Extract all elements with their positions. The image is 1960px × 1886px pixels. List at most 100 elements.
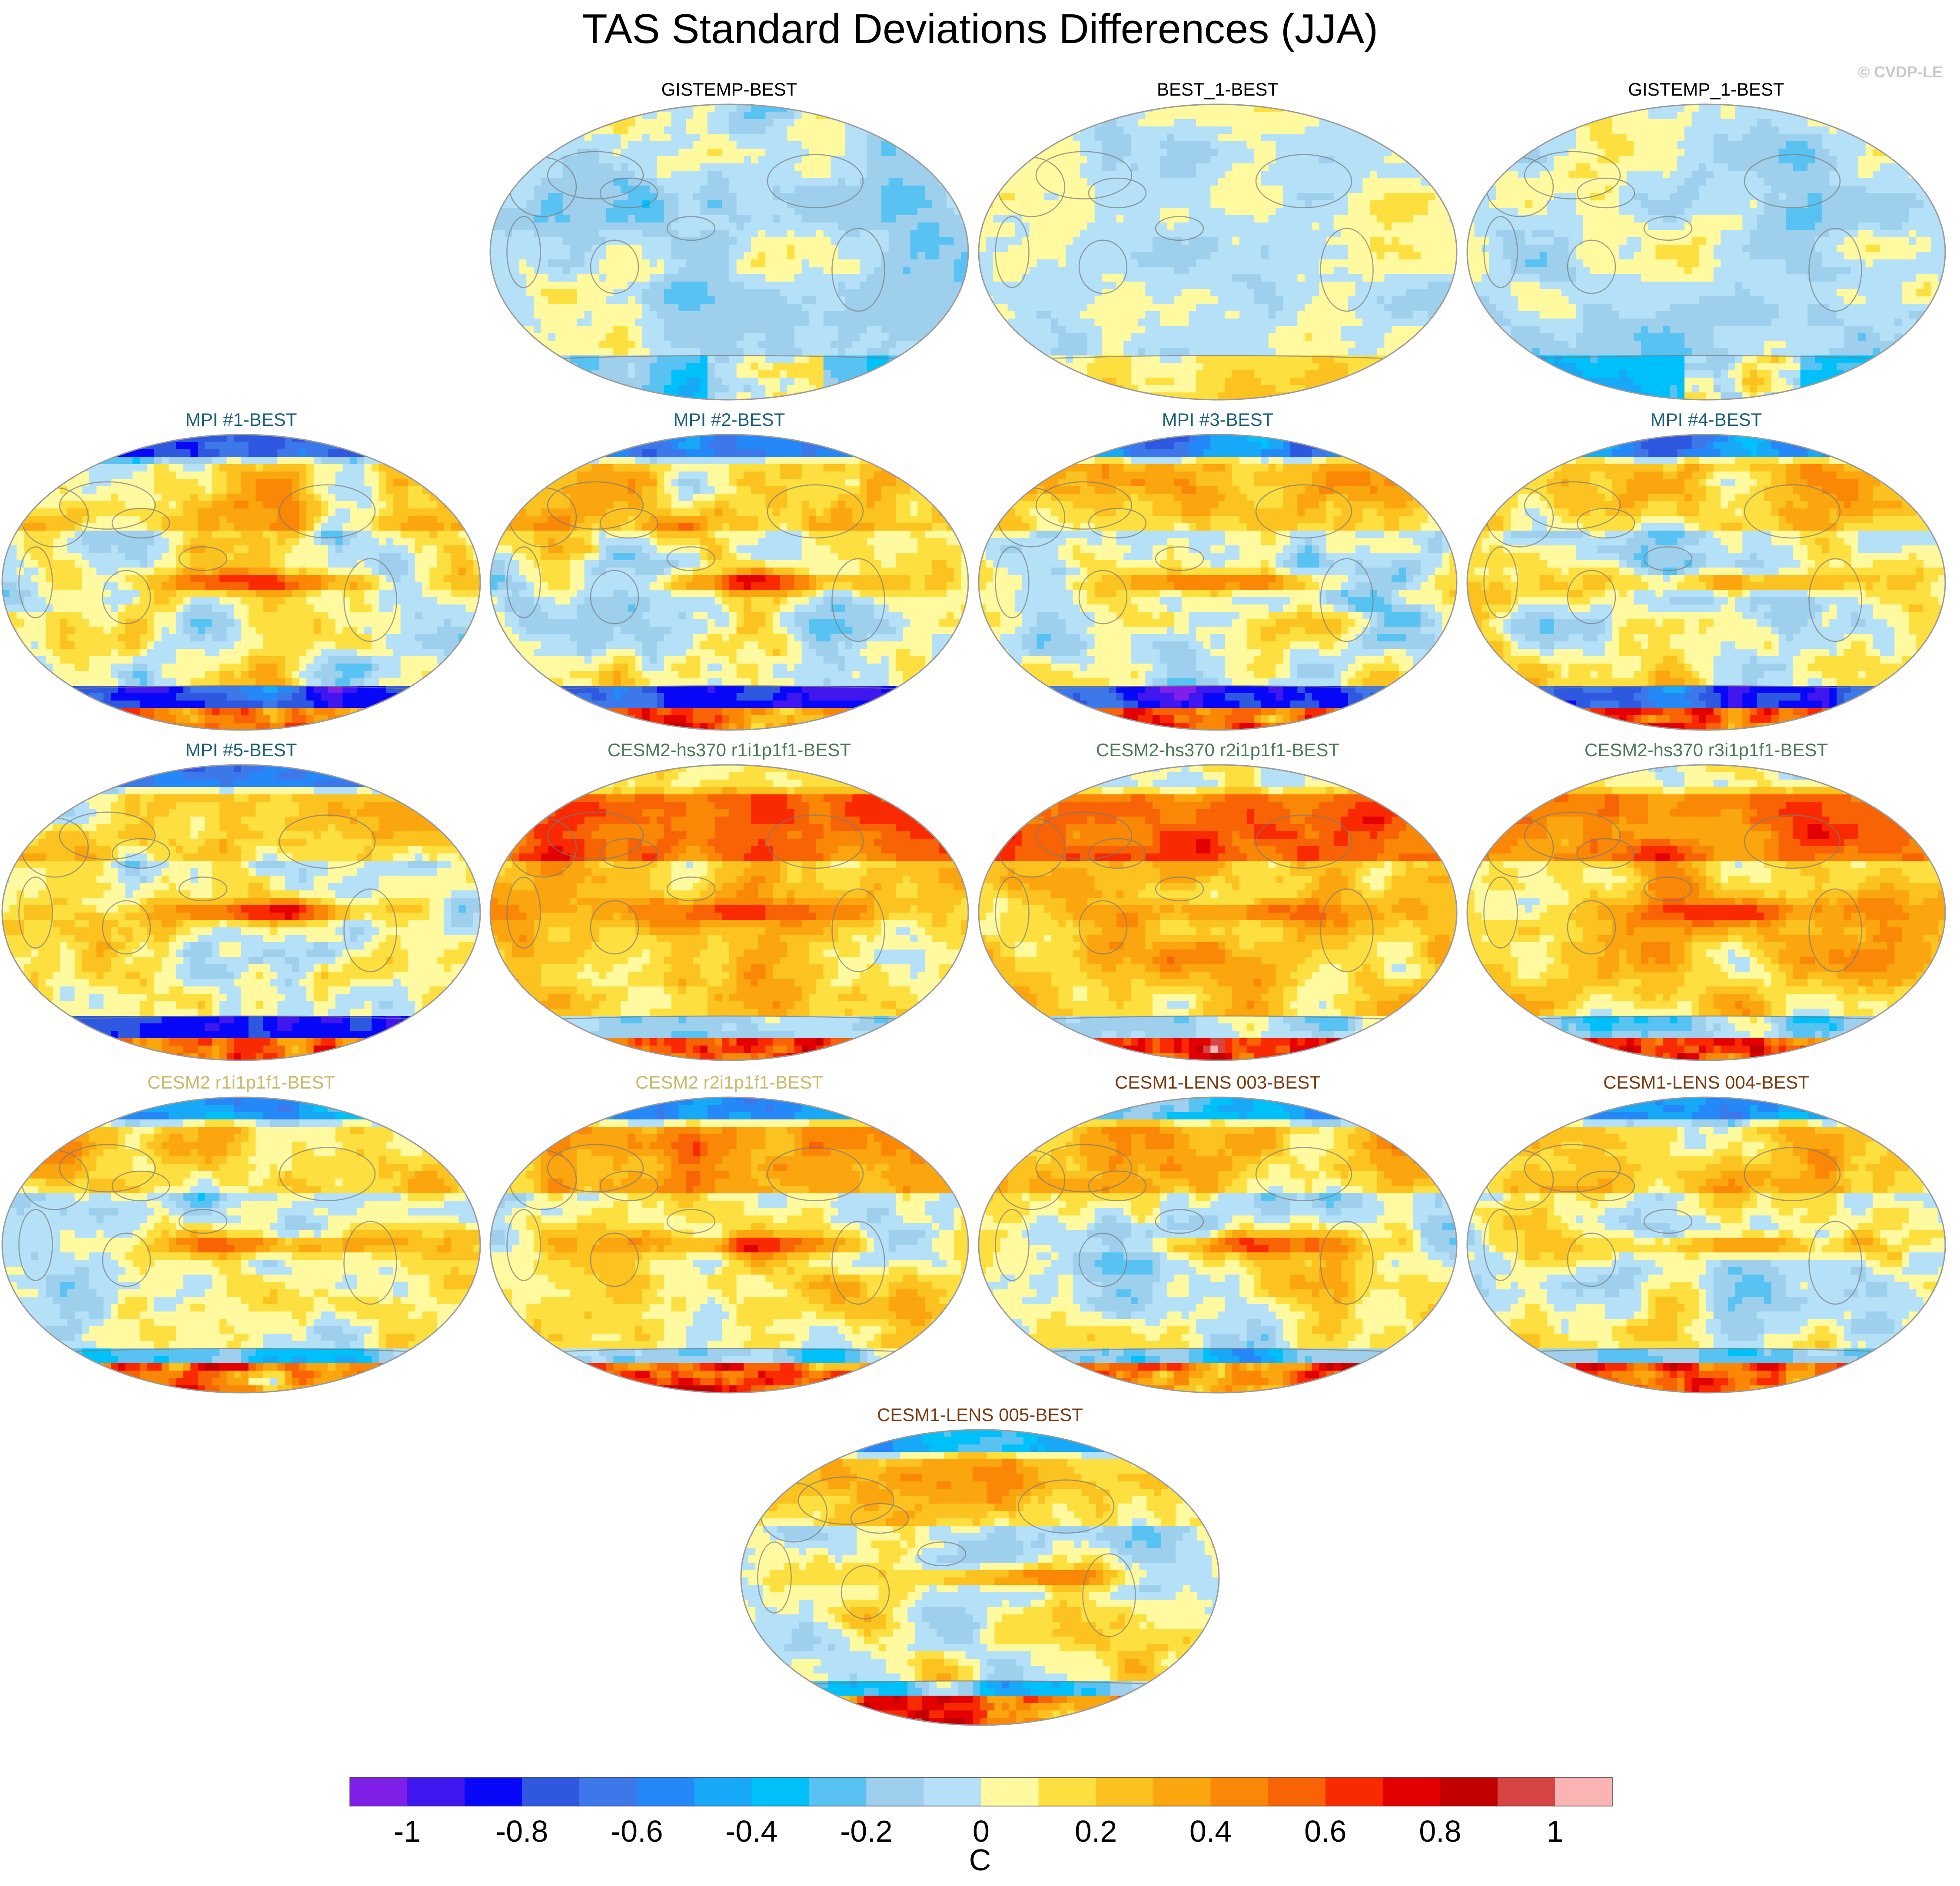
map-border (489, 764, 969, 1061)
colorbar-bin (407, 1777, 465, 1806)
map-panel: CESM2 r2i1p1f1-BEST (489, 1072, 969, 1394)
map-border (978, 103, 1458, 401)
colorbar-tick-label: -0.8 (496, 1814, 548, 1848)
colorbar-bin (866, 1777, 924, 1806)
map-panel: CESM2-hs370 r1i1p1f1-BEST (489, 740, 969, 1061)
map-border (489, 434, 969, 731)
colorbar-bin (751, 1777, 809, 1806)
colorbar-tick-label: 0.8 (1419, 1814, 1461, 1848)
map-panel: CESM2-hs370 r3i1p1f1-BEST (1466, 740, 1946, 1061)
colorbar-bin (809, 1777, 867, 1806)
map-border (1, 1096, 481, 1394)
panel-title: CESM2 r1i1p1f1-BEST (147, 1072, 335, 1092)
panel-title: GISTEMP-BEST (661, 79, 797, 100)
map-field (1467, 435, 1945, 730)
map-panel: GISTEMP_1-BEST (1466, 79, 1946, 401)
map-panel: CESM2-hs370 r2i1p1f1-BEST (978, 740, 1458, 1061)
colorbar-bin (350, 1777, 408, 1806)
colorbar-tick-label: 1 (1547, 1814, 1564, 1848)
map-panel: MPI #2-BEST (489, 409, 969, 731)
map-field (979, 104, 1457, 400)
coastlines (741, 1453, 1219, 1687)
colorbar-tick-label: 0.6 (1304, 1814, 1346, 1848)
colorbar-unit-label: C (0, 1843, 1960, 1877)
map-border (978, 764, 1458, 1061)
colorbar-bin (1038, 1777, 1096, 1806)
map-panel: MPI #3-BEST (978, 409, 1458, 731)
colorbar-bin (981, 1777, 1039, 1806)
map-border (489, 103, 969, 401)
colorbar-bin (1268, 1777, 1326, 1806)
map-field (979, 765, 1457, 1060)
panel-title: CESM2-hs370 r1i1p1f1-BEST (608, 740, 851, 760)
map-field (979, 435, 1457, 730)
colorbar-bin (924, 1777, 982, 1806)
colorbar-tick-label: 0.2 (1075, 1814, 1117, 1848)
panel-title: MPI #4-BEST (1651, 409, 1762, 430)
map-panels: GISTEMP-BEST BEST_1-BEST GISTEMP_1-BEST MPI… (1, 79, 1946, 1726)
colorbar-bin (579, 1777, 637, 1806)
panel-title: GISTEMP_1-BEST (1628, 79, 1784, 100)
panel-title: BEST_1-BEST (1157, 79, 1279, 100)
colorbar-bin (522, 1777, 580, 1806)
map-panel: MPI #4-BEST (1466, 409, 1946, 731)
colorbar-tick-label: -1 (394, 1814, 421, 1848)
panel-title: CESM1-LENS 004-BEST (1603, 1072, 1809, 1092)
map-field (1467, 104, 1945, 400)
colorbar-bin (1382, 1777, 1441, 1806)
map-border (740, 1429, 1220, 1726)
colorbar-bin (1096, 1777, 1154, 1806)
colorbar-bin (1325, 1777, 1383, 1806)
colorbar-bin (1153, 1777, 1211, 1806)
colorbar-bin (637, 1777, 694, 1806)
panel-title: CESM1-LENS 005-BEST (877, 1405, 1083, 1425)
map-panel: CESM1-LENS 004-BEST (1466, 1072, 1946, 1394)
map-border (1, 764, 481, 1061)
panel-title: MPI #1-BEST (186, 409, 297, 430)
map-field (2, 1097, 480, 1393)
page-title: TAS Standard Deviations Differences (JJA… (0, 5, 1960, 53)
map-border (1, 434, 481, 731)
colorbar-bin (465, 1777, 522, 1806)
colorbar-bin (1497, 1777, 1555, 1806)
map-panel: CESM1-LENS 003-BEST (978, 1072, 1458, 1394)
map-border (978, 434, 1458, 731)
map-panel: CESM2 r1i1p1f1-BEST (1, 1072, 481, 1394)
map-border (1466, 103, 1946, 401)
colorbar-bin (1210, 1777, 1269, 1806)
map-field (490, 765, 968, 1060)
map-panel: CESM1-LENS 005-BEST (740, 1405, 1220, 1726)
panel-title: MPI #5-BEST (186, 740, 297, 760)
colorbar-tick-label: 0.4 (1189, 1814, 1232, 1848)
panel-title: MPI #2-BEST (674, 409, 785, 430)
panel-title: CESM2 r2i1p1f1-BEST (635, 1072, 823, 1092)
panel-title: MPI #3-BEST (1162, 409, 1274, 430)
colorbar-bin (694, 1777, 752, 1806)
map-field (2, 765, 480, 1060)
map-border (1466, 434, 1946, 731)
map-field (2, 435, 480, 730)
colorbar-tick-label: -0.6 (611, 1814, 663, 1848)
colorbar-bin (1440, 1777, 1498, 1806)
colorbar-tick-label: -0.2 (840, 1814, 893, 1848)
colorbar-bin (1555, 1777, 1613, 1806)
map-panel: GISTEMP-BEST (489, 79, 969, 401)
map-field (741, 1430, 1219, 1725)
map-panel: MPI #5-BEST (1, 740, 481, 1061)
map-field (1467, 1097, 1945, 1393)
map-field (1467, 765, 1945, 1060)
map-border (1466, 1096, 1946, 1394)
map-field (979, 1097, 1457, 1393)
map-field (490, 435, 968, 730)
colorbar: -1 -0.8 -0.6 -0.4 -0.2 0 0.2 0.4 0.6 0.8 1 (349, 1777, 1613, 1848)
panel-title: CESM2-hs370 r2i1p1f1-BEST (1096, 740, 1339, 760)
colorbar-tick-label: -0.4 (725, 1814, 778, 1848)
credit-label: © CVDP-LE (1858, 63, 1943, 81)
map-border (489, 1096, 969, 1394)
colorbar-tick-label: 0 (973, 1814, 990, 1848)
panel-title: CESM2-hs370 r3i1p1f1-BEST (1585, 740, 1828, 760)
map-panel: BEST_1-BEST (978, 79, 1458, 401)
map-border (1466, 764, 1946, 1061)
colorbar-frame (349, 1777, 1613, 1806)
